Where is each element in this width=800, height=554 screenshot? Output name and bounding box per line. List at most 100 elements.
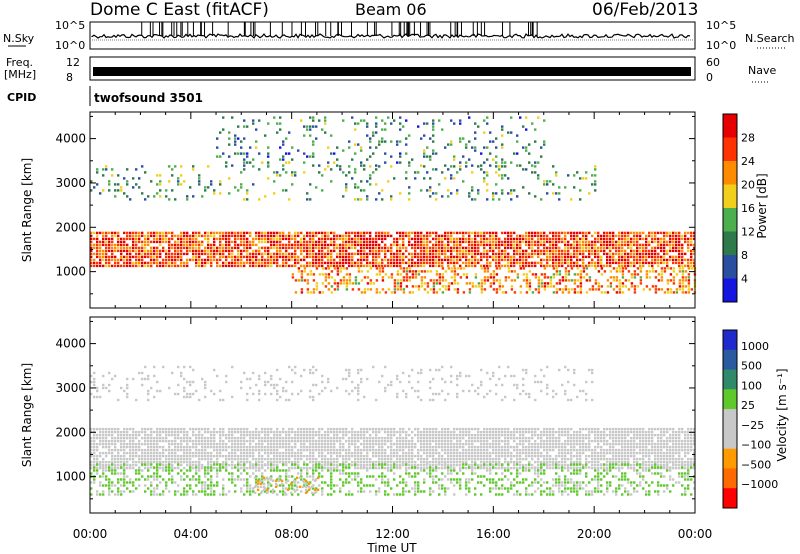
range-cell — [348, 165, 351, 168]
range-cell — [243, 454, 246, 458]
range-cell — [387, 116, 390, 119]
range-cell — [531, 249, 534, 253]
range-cell — [360, 237, 363, 241]
range-cell — [531, 164, 534, 167]
range-cell — [348, 234, 351, 238]
range-cell — [426, 258, 429, 262]
range-cell — [420, 137, 423, 140]
range-cell — [225, 255, 228, 259]
range-cell — [144, 433, 147, 437]
range-cell — [321, 451, 324, 455]
range-cell — [432, 255, 435, 259]
range-cell — [327, 267, 331, 270]
range-cell — [498, 165, 501, 168]
range-cell — [645, 276, 649, 279]
range-cell — [246, 427, 249, 431]
range-cell — [564, 234, 567, 238]
range-cell — [129, 439, 132, 443]
range-cell — [324, 279, 328, 282]
range-cell — [126, 183, 129, 186]
range-cell — [285, 460, 288, 464]
range-cell — [396, 270, 400, 273]
range-cell — [384, 246, 387, 250]
range-cell — [330, 448, 333, 452]
range-cell — [282, 460, 285, 464]
range-cell — [441, 427, 444, 431]
range-cell — [684, 231, 687, 235]
range-cell — [351, 261, 354, 265]
range-cell — [138, 448, 141, 452]
range-cell — [297, 436, 300, 440]
range-cell — [552, 273, 556, 276]
range-cell — [195, 261, 198, 265]
range-cell — [555, 192, 558, 195]
range-cell — [420, 261, 423, 265]
range-cell — [489, 152, 492, 155]
range-cell — [606, 237, 609, 241]
range-cell — [120, 445, 123, 449]
range-cell — [666, 231, 669, 235]
range-cell — [249, 252, 252, 256]
range-cell — [192, 445, 195, 449]
range-cell — [447, 439, 450, 443]
range-cell — [486, 243, 489, 247]
range-cell — [558, 288, 562, 291]
range-cell — [138, 261, 141, 265]
range-cell — [576, 279, 580, 282]
range-cell — [276, 243, 279, 247]
range-cell — [435, 451, 438, 455]
range-cell — [132, 240, 135, 244]
range-cell — [399, 439, 402, 443]
range-cell — [249, 460, 252, 464]
range-cell — [126, 246, 129, 250]
range-cell — [360, 454, 363, 458]
range-cell — [450, 451, 453, 455]
range-cell — [366, 243, 369, 247]
range-cell — [546, 264, 549, 268]
range-cell — [585, 264, 588, 268]
range-cell — [249, 430, 252, 434]
range-cell — [339, 439, 342, 443]
range-cell — [255, 243, 258, 247]
range-cell — [141, 261, 144, 265]
range-cell — [486, 116, 489, 119]
range-cell — [438, 466, 441, 470]
range-cell — [354, 122, 357, 125]
range-cell — [315, 288, 319, 291]
range-cell — [432, 252, 435, 256]
range-cell — [132, 454, 135, 458]
range-cell — [297, 279, 301, 282]
range-cell — [240, 466, 243, 470]
range-cell — [312, 240, 315, 244]
range-cell — [441, 128, 444, 131]
range-cell — [576, 249, 579, 253]
range-cell — [117, 460, 120, 464]
range-cell — [357, 264, 360, 268]
range-cell — [507, 255, 510, 259]
range-cell — [276, 430, 279, 434]
range-cell — [282, 158, 285, 161]
range-cell — [420, 457, 423, 461]
range-cell — [561, 237, 564, 241]
range-cell — [153, 436, 156, 440]
range-cell — [441, 264, 444, 268]
nsky-tick-bottom: 10^0 — [55, 39, 85, 52]
range-cell — [669, 267, 673, 270]
range-cell — [492, 282, 496, 285]
range-cell — [276, 131, 279, 134]
range-cell — [246, 454, 249, 458]
range-cell — [573, 282, 577, 285]
range-cell — [105, 433, 108, 437]
range-cell — [384, 161, 387, 164]
range-cell — [366, 134, 369, 137]
range-cell — [393, 291, 397, 294]
range-cell — [360, 249, 363, 253]
range-cell — [177, 258, 180, 262]
range-cell — [111, 237, 114, 241]
range-cell — [618, 264, 621, 268]
range-cell — [192, 255, 195, 259]
range-cell — [375, 246, 378, 250]
range-cell — [111, 255, 114, 259]
range-cell — [324, 267, 328, 270]
range-cell — [93, 451, 96, 455]
